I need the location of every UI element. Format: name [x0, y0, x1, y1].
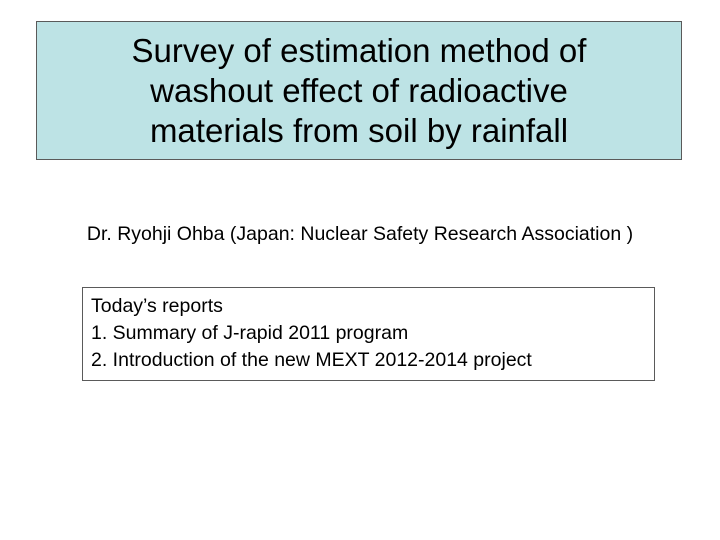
report-item-2: 2. Introduction of the new MEXT 2012-201…: [91, 349, 532, 371]
title-box: Survey of estimation method of washout e…: [36, 21, 682, 160]
reports-box: Today’s reports 1. Summary of J-rapid 20…: [82, 287, 655, 381]
author-line: Dr. Ryohji Ohba (Japan: Nuclear Safety R…: [86, 223, 634, 245]
reports-heading: Today’s reports: [91, 295, 223, 317]
report-item-1: 1. Summary of J-rapid 2011 program: [91, 322, 409, 344]
slide-title: Survey of estimation method of washout e…: [131, 31, 587, 149]
